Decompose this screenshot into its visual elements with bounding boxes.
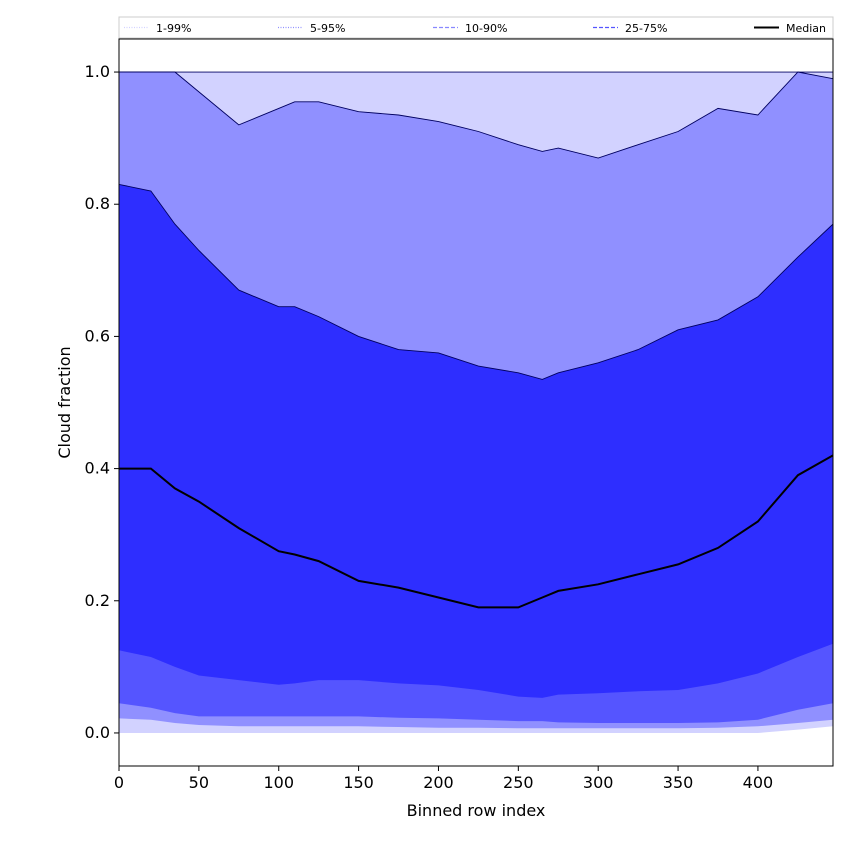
legend-label: 25-75% <box>625 22 667 35</box>
x-tick-label: 350 <box>663 773 694 792</box>
y-axis-label: Cloud fraction <box>55 346 74 458</box>
axes: 0 50 100 150 200 250 300 350 400 0.0 0.2 0.4 0.6 0.8 1… <box>85 38 834 792</box>
median-line <box>119 454 833 609</box>
plot-area <box>119 71 833 733</box>
x-tick-label: 150 <box>343 773 374 792</box>
x-tick-label: 300 <box>583 773 614 792</box>
axes-frame <box>118 38 834 767</box>
y-tick-label: 0.6 <box>85 326 110 345</box>
legend: 1-99% 5-95% 10-90% 25-75% Median <box>118 16 834 39</box>
y-tick-label: 0.4 <box>85 459 110 478</box>
x-tick-label: 50 <box>189 773 209 792</box>
x-tick-label: 200 <box>423 773 454 792</box>
x-tick-label: 400 <box>743 773 774 792</box>
legend-label: 10-90% <box>465 22 507 35</box>
x-tick-label: 0 <box>114 773 124 792</box>
band-edge-10-90% <box>119 183 833 380</box>
band-edge-5-95% <box>119 71 833 159</box>
y-tick-label: 1.0 <box>85 62 110 81</box>
legend-label: Median <box>786 22 826 35</box>
y-tick-label: 0.0 <box>85 723 110 742</box>
x-tick-label: 250 <box>503 773 534 792</box>
y-tick-label: 0.8 <box>85 194 110 213</box>
y-tick-label: 0.2 <box>85 591 110 610</box>
x-tick-label: 100 <box>263 773 294 792</box>
x-axis-label: Binned row index <box>407 801 546 820</box>
legend-box <box>118 16 834 39</box>
legend-label: 1-99% <box>156 22 191 35</box>
legend-label: 5-95% <box>310 22 345 35</box>
